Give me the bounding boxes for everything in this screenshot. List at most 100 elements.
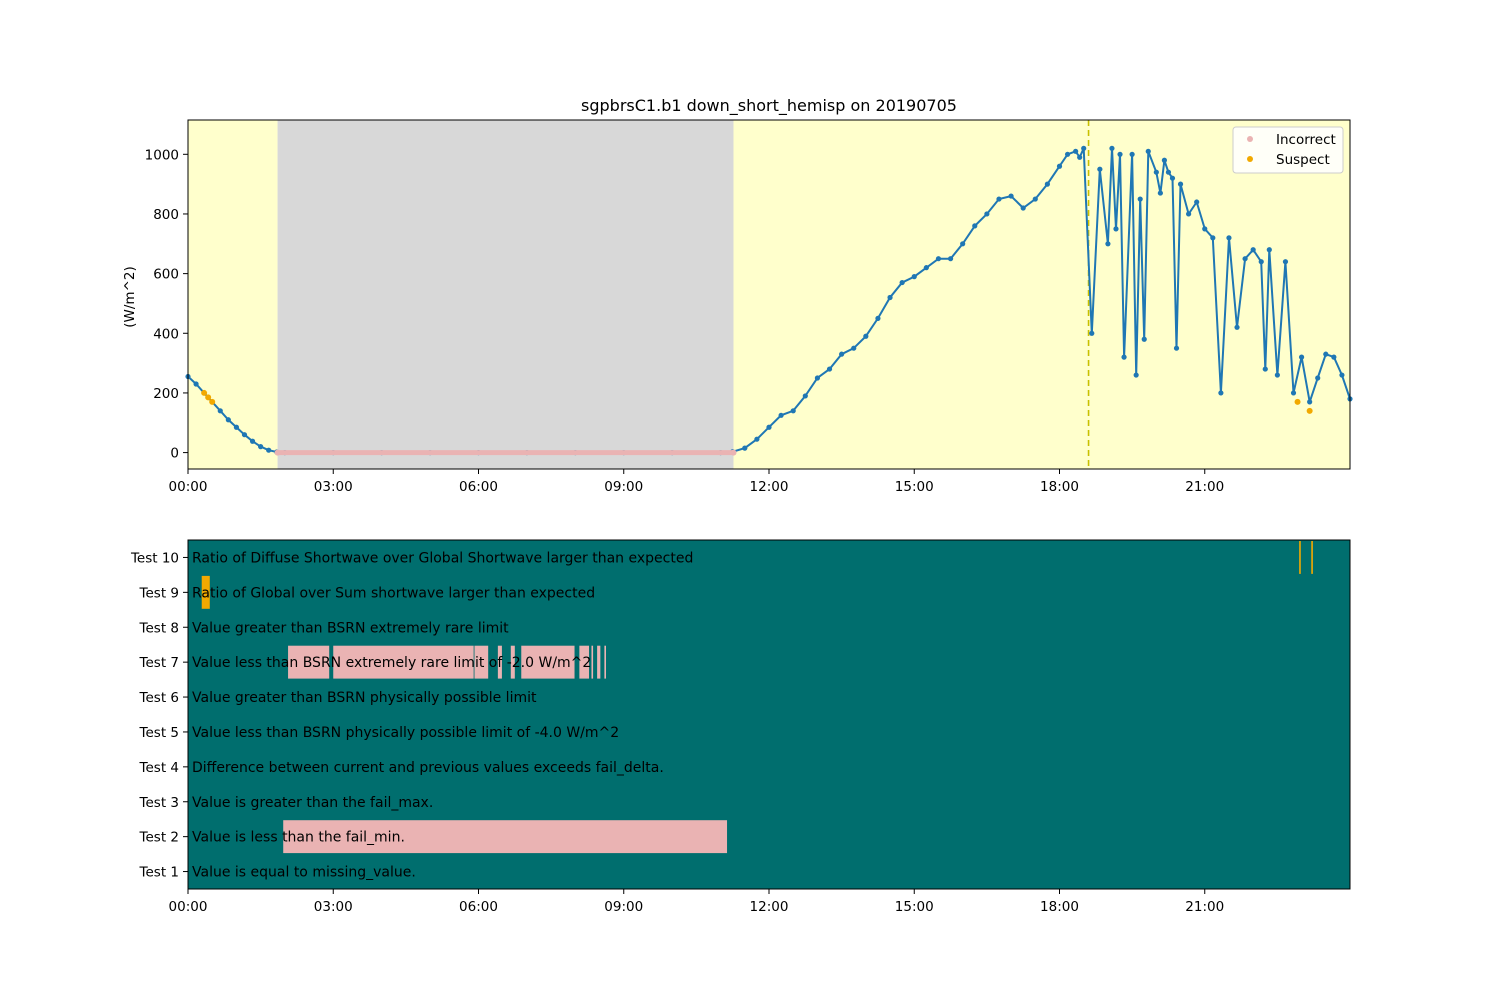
data-point [1105, 241, 1111, 247]
data-point [984, 211, 990, 217]
data-point [1298, 354, 1305, 360]
data-point [266, 447, 272, 453]
data-point [1210, 235, 1216, 241]
data-point [996, 196, 1002, 202]
data-point [258, 444, 264, 450]
flag-span [604, 645, 606, 679]
data-point [1186, 211, 1192, 217]
x-tick-label: 00:00 [169, 479, 208, 495]
data-point [1133, 372, 1139, 378]
data-point [193, 381, 199, 387]
flag-span [597, 645, 601, 679]
x-tick-label: 03:00 [314, 899, 353, 915]
data-point [1323, 351, 1329, 357]
chart-title: sgpbrsC1.b1 down_short_hemisp on 2019070… [581, 96, 957, 116]
row-tick-label: Test 5 [139, 725, 179, 741]
data-point [1137, 196, 1143, 202]
data-point [1064, 151, 1071, 157]
flag-point-suspect [1306, 407, 1313, 414]
data-point [1073, 148, 1079, 154]
row-tick-label: Test 8 [139, 620, 179, 636]
data-point [839, 351, 845, 357]
background-span-suspect-2 [733, 120, 1350, 469]
data-point [1117, 151, 1123, 157]
x-tick-label: 09:00 [604, 899, 643, 915]
data-point [1250, 247, 1256, 253]
x-tick-label: 12:00 [750, 899, 789, 915]
data-point [1266, 247, 1272, 253]
flag-span [283, 820, 728, 854]
data-point [1315, 375, 1321, 381]
data-point [233, 424, 240, 430]
flag-point-suspect [209, 398, 216, 405]
flag-point-suspect [205, 394, 212, 401]
row-tick-label: Test 10 [130, 550, 179, 566]
flag-description: Value is less than the fail_min. [192, 830, 405, 846]
row-tick-label: Test 6 [139, 690, 179, 706]
data-point [1242, 256, 1248, 262]
data-point [217, 408, 223, 414]
data-point [754, 436, 760, 442]
flag-description: Value less than BSRN physically possible… [192, 725, 619, 741]
qc-flag-chart: Ratio of Diffuse Shortwave over Global S… [130, 539, 1351, 915]
x-tick-label: 15:00 [895, 899, 934, 915]
data-point [1056, 163, 1063, 169]
x-tick-label: 21:00 [1185, 479, 1224, 495]
x-tick-label: 06:00 [459, 479, 498, 495]
timeseries-chart: sgpbrsC1.b1 down_short_hemisp on 2019070… [122, 96, 1353, 495]
data-point [1161, 157, 1168, 163]
data-point [778, 412, 784, 418]
data-point [1157, 190, 1163, 196]
flag-description: Ratio of Global over Sum shortwave large… [192, 585, 595, 601]
data-point [1173, 345, 1180, 351]
series-points [185, 145, 1353, 456]
flag-description: Value is equal to missing_value. [192, 865, 416, 881]
data-point [1032, 196, 1038, 202]
data-point [1145, 148, 1151, 154]
legend: Incorrect Suspect [1232, 126, 1344, 174]
x-tick-label: 06:00 [459, 899, 498, 915]
flag-description: Value less than BSRN extremely rare limi… [192, 655, 591, 671]
flag-span [474, 645, 489, 679]
data-point [766, 424, 772, 430]
data-point [814, 375, 821, 381]
x-tick-label: 21:00 [1185, 899, 1224, 915]
data-point [960, 241, 966, 247]
x-tick-label: 09:00 [604, 479, 643, 495]
legend-marker-suspect [1247, 156, 1253, 162]
legend-label-suspect: Suspect [1276, 152, 1330, 168]
flag-span [497, 645, 502, 679]
flag-span [201, 575, 210, 609]
flag-description: Value greater than BSRN extremely rare l… [192, 620, 509, 636]
flag-x-axis-ticks: 00:00 03:00 06:00 09:00 12:00 15:00 18:00 21:00 [169, 889, 1224, 915]
data-point [1113, 226, 1119, 232]
row-tick-label: Test 4 [139, 760, 179, 776]
data-point [1226, 235, 1232, 241]
data-point [790, 408, 796, 414]
y-tick-label: 600 [153, 267, 179, 283]
legend-label-incorrect: Incorrect [1276, 132, 1336, 148]
data-point [1307, 399, 1313, 405]
data-point [875, 315, 881, 321]
data-point [863, 333, 869, 339]
data-point [947, 256, 954, 262]
data-point [225, 417, 231, 423]
row-tick-label: Test 9 [139, 585, 179, 601]
row-tick-label: Test 1 [139, 865, 179, 881]
x-tick-label: 12:00 [750, 479, 789, 495]
data-point [1262, 366, 1268, 372]
flag-span [1311, 541, 1313, 574]
data-point [1044, 181, 1050, 187]
y-tick-label: 0 [170, 446, 179, 462]
data-point [249, 438, 256, 444]
data-point [1109, 145, 1115, 151]
y-axis-label: (W/m^2) [122, 266, 138, 327]
data-point [1121, 354, 1127, 360]
y-tick-label: 800 [153, 207, 179, 223]
data-point [1097, 166, 1103, 172]
x-tick-label: 18:00 [1040, 899, 1079, 915]
flag-spans [201, 541, 1313, 854]
data-point [1194, 199, 1200, 205]
flag-point-incorrect [730, 449, 737, 456]
